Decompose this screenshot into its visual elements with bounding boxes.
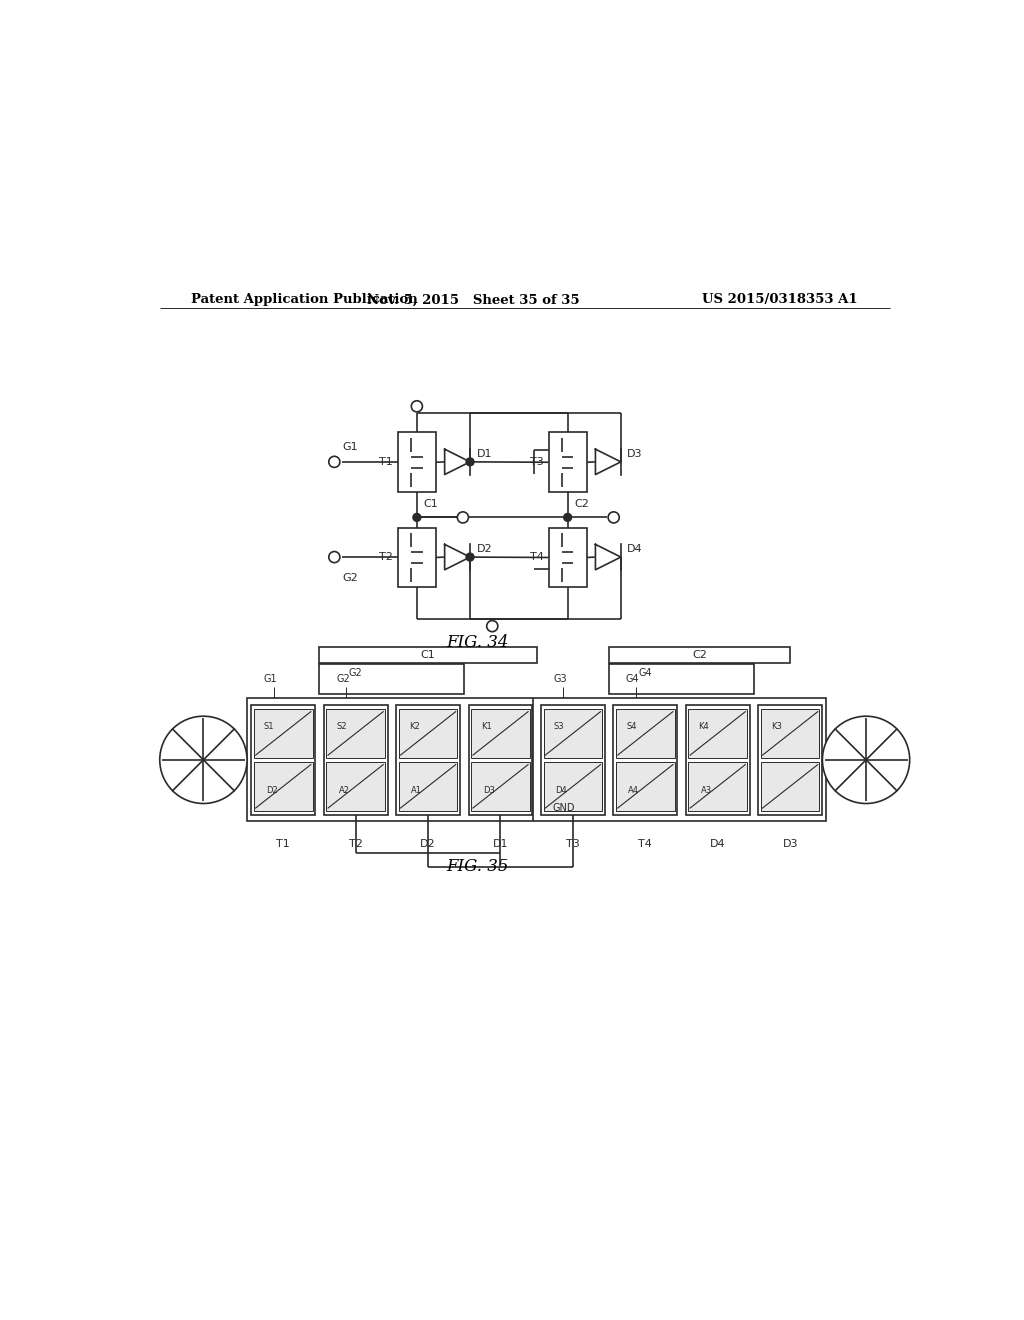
Text: C2: C2 [692, 649, 708, 660]
Text: G2: G2 [342, 573, 358, 583]
Text: G2: G2 [349, 668, 362, 678]
Text: S2: S2 [337, 722, 347, 731]
Bar [319, 647, 537, 663]
Bar [471, 762, 529, 810]
Text: T3: T3 [566, 838, 580, 849]
Bar [251, 705, 315, 814]
Text: D3: D3 [782, 838, 798, 849]
Text: K4: K4 [698, 722, 709, 731]
Bar [549, 433, 587, 492]
Bar [613, 705, 677, 814]
Text: A2: A2 [339, 787, 349, 795]
Bar [398, 709, 458, 758]
Bar [397, 528, 436, 587]
Text: D3: D3 [627, 449, 643, 458]
Text: FIG. 35: FIG. 35 [445, 858, 509, 875]
Text: S3: S3 [554, 722, 564, 731]
Text: G4: G4 [626, 675, 639, 684]
Text: D4: D4 [627, 544, 643, 554]
Text: A4: A4 [629, 787, 639, 795]
Text: D4: D4 [710, 838, 726, 849]
Text: T4: T4 [530, 553, 544, 562]
Text: C1: C1 [423, 499, 438, 510]
Text: D1: D1 [493, 838, 508, 849]
Bar [688, 709, 748, 758]
Circle shape [608, 512, 620, 523]
Text: T1: T1 [276, 838, 290, 849]
Bar [544, 762, 602, 810]
Circle shape [329, 552, 340, 562]
Circle shape [412, 401, 423, 412]
Circle shape [822, 717, 909, 804]
Text: T2: T2 [349, 838, 362, 849]
Bar [549, 528, 587, 587]
Text: C2: C2 [574, 499, 589, 510]
Circle shape [466, 553, 474, 561]
Polygon shape [595, 544, 621, 570]
Bar [247, 698, 826, 821]
Bar [609, 664, 754, 694]
Bar [761, 709, 819, 758]
Text: US 2015/0318353 A1: US 2015/0318353 A1 [702, 293, 858, 306]
Text: D2: D2 [420, 838, 436, 849]
Text: G2: G2 [336, 675, 350, 684]
Bar [396, 705, 460, 814]
Bar [327, 709, 385, 758]
Text: T3: T3 [530, 457, 544, 467]
Bar [761, 762, 819, 810]
Bar [398, 762, 458, 810]
Text: D2: D2 [476, 544, 492, 554]
Text: T2: T2 [379, 553, 393, 562]
Text: D3: D3 [483, 787, 495, 795]
Bar [759, 705, 822, 814]
Bar [327, 762, 385, 810]
Circle shape [563, 513, 571, 521]
Text: D1: D1 [476, 449, 492, 458]
Bar [254, 709, 312, 758]
Text: G1: G1 [342, 442, 358, 453]
Text: Patent Application Publication: Patent Application Publication [191, 293, 418, 306]
Text: S4: S4 [626, 722, 637, 731]
Bar [544, 709, 602, 758]
Text: K1: K1 [481, 722, 492, 731]
Bar [254, 762, 312, 810]
Text: FIG. 34: FIG. 34 [445, 635, 509, 651]
Bar [686, 705, 750, 814]
Circle shape [329, 457, 340, 467]
Text: D2: D2 [266, 787, 278, 795]
Polygon shape [595, 449, 621, 475]
Bar [324, 705, 387, 814]
Bar [319, 664, 464, 694]
Text: S1: S1 [264, 722, 274, 731]
Text: GND: GND [553, 804, 575, 813]
Text: G4: G4 [639, 668, 652, 678]
Bar [397, 433, 436, 492]
Text: C1: C1 [421, 649, 435, 660]
Bar [609, 647, 791, 663]
Text: A1: A1 [411, 787, 422, 795]
Text: G1: G1 [264, 675, 278, 684]
Polygon shape [444, 544, 470, 570]
Text: K3: K3 [771, 722, 781, 731]
Bar [541, 705, 605, 814]
Text: T4: T4 [638, 838, 652, 849]
Text: A3: A3 [700, 787, 712, 795]
Text: G3: G3 [553, 675, 567, 684]
Text: D4: D4 [556, 787, 567, 795]
Circle shape [413, 513, 421, 521]
Circle shape [466, 458, 474, 466]
Polygon shape [444, 449, 470, 475]
Text: T1: T1 [379, 457, 393, 467]
Circle shape [160, 717, 247, 804]
Circle shape [486, 620, 498, 632]
Bar [688, 762, 748, 810]
Circle shape [458, 512, 468, 523]
Bar [616, 762, 675, 810]
Text: K2: K2 [409, 722, 420, 731]
Bar [616, 709, 675, 758]
Bar [471, 709, 529, 758]
Bar [469, 705, 532, 814]
Text: Nov. 5, 2015   Sheet 35 of 35: Nov. 5, 2015 Sheet 35 of 35 [367, 293, 580, 306]
